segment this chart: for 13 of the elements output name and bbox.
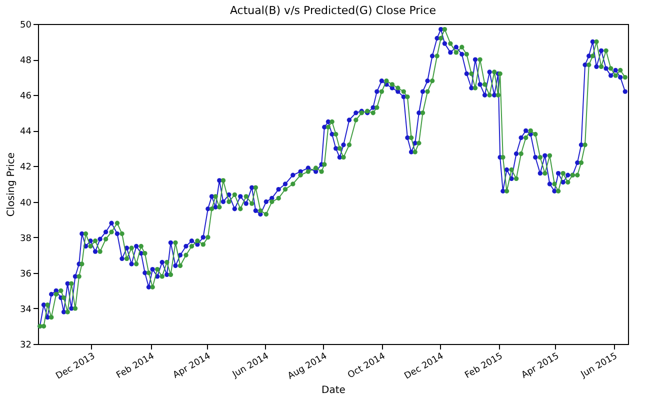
- y-tick-label: 32: [20, 340, 32, 350]
- y-tick-label: 40: [20, 198, 32, 208]
- x-axis-title: Date: [322, 384, 346, 396]
- y-tick-label: 48: [20, 56, 32, 66]
- y-tick-label: 46: [20, 92, 32, 102]
- y-tick-label: 34: [20, 304, 32, 315]
- y-tick-label: 36: [20, 269, 32, 280]
- chart-title: Actual(B) v/s Predicted(G) Close Price: [230, 4, 436, 17]
- y-tick-label: 44: [20, 127, 32, 138]
- y-tick-label: 38: [20, 234, 32, 244]
- y-axis-title: Closing Price: [6, 152, 18, 217]
- y-tick-label: 42: [20, 162, 32, 173]
- y-tick-label: 50: [20, 20, 32, 30]
